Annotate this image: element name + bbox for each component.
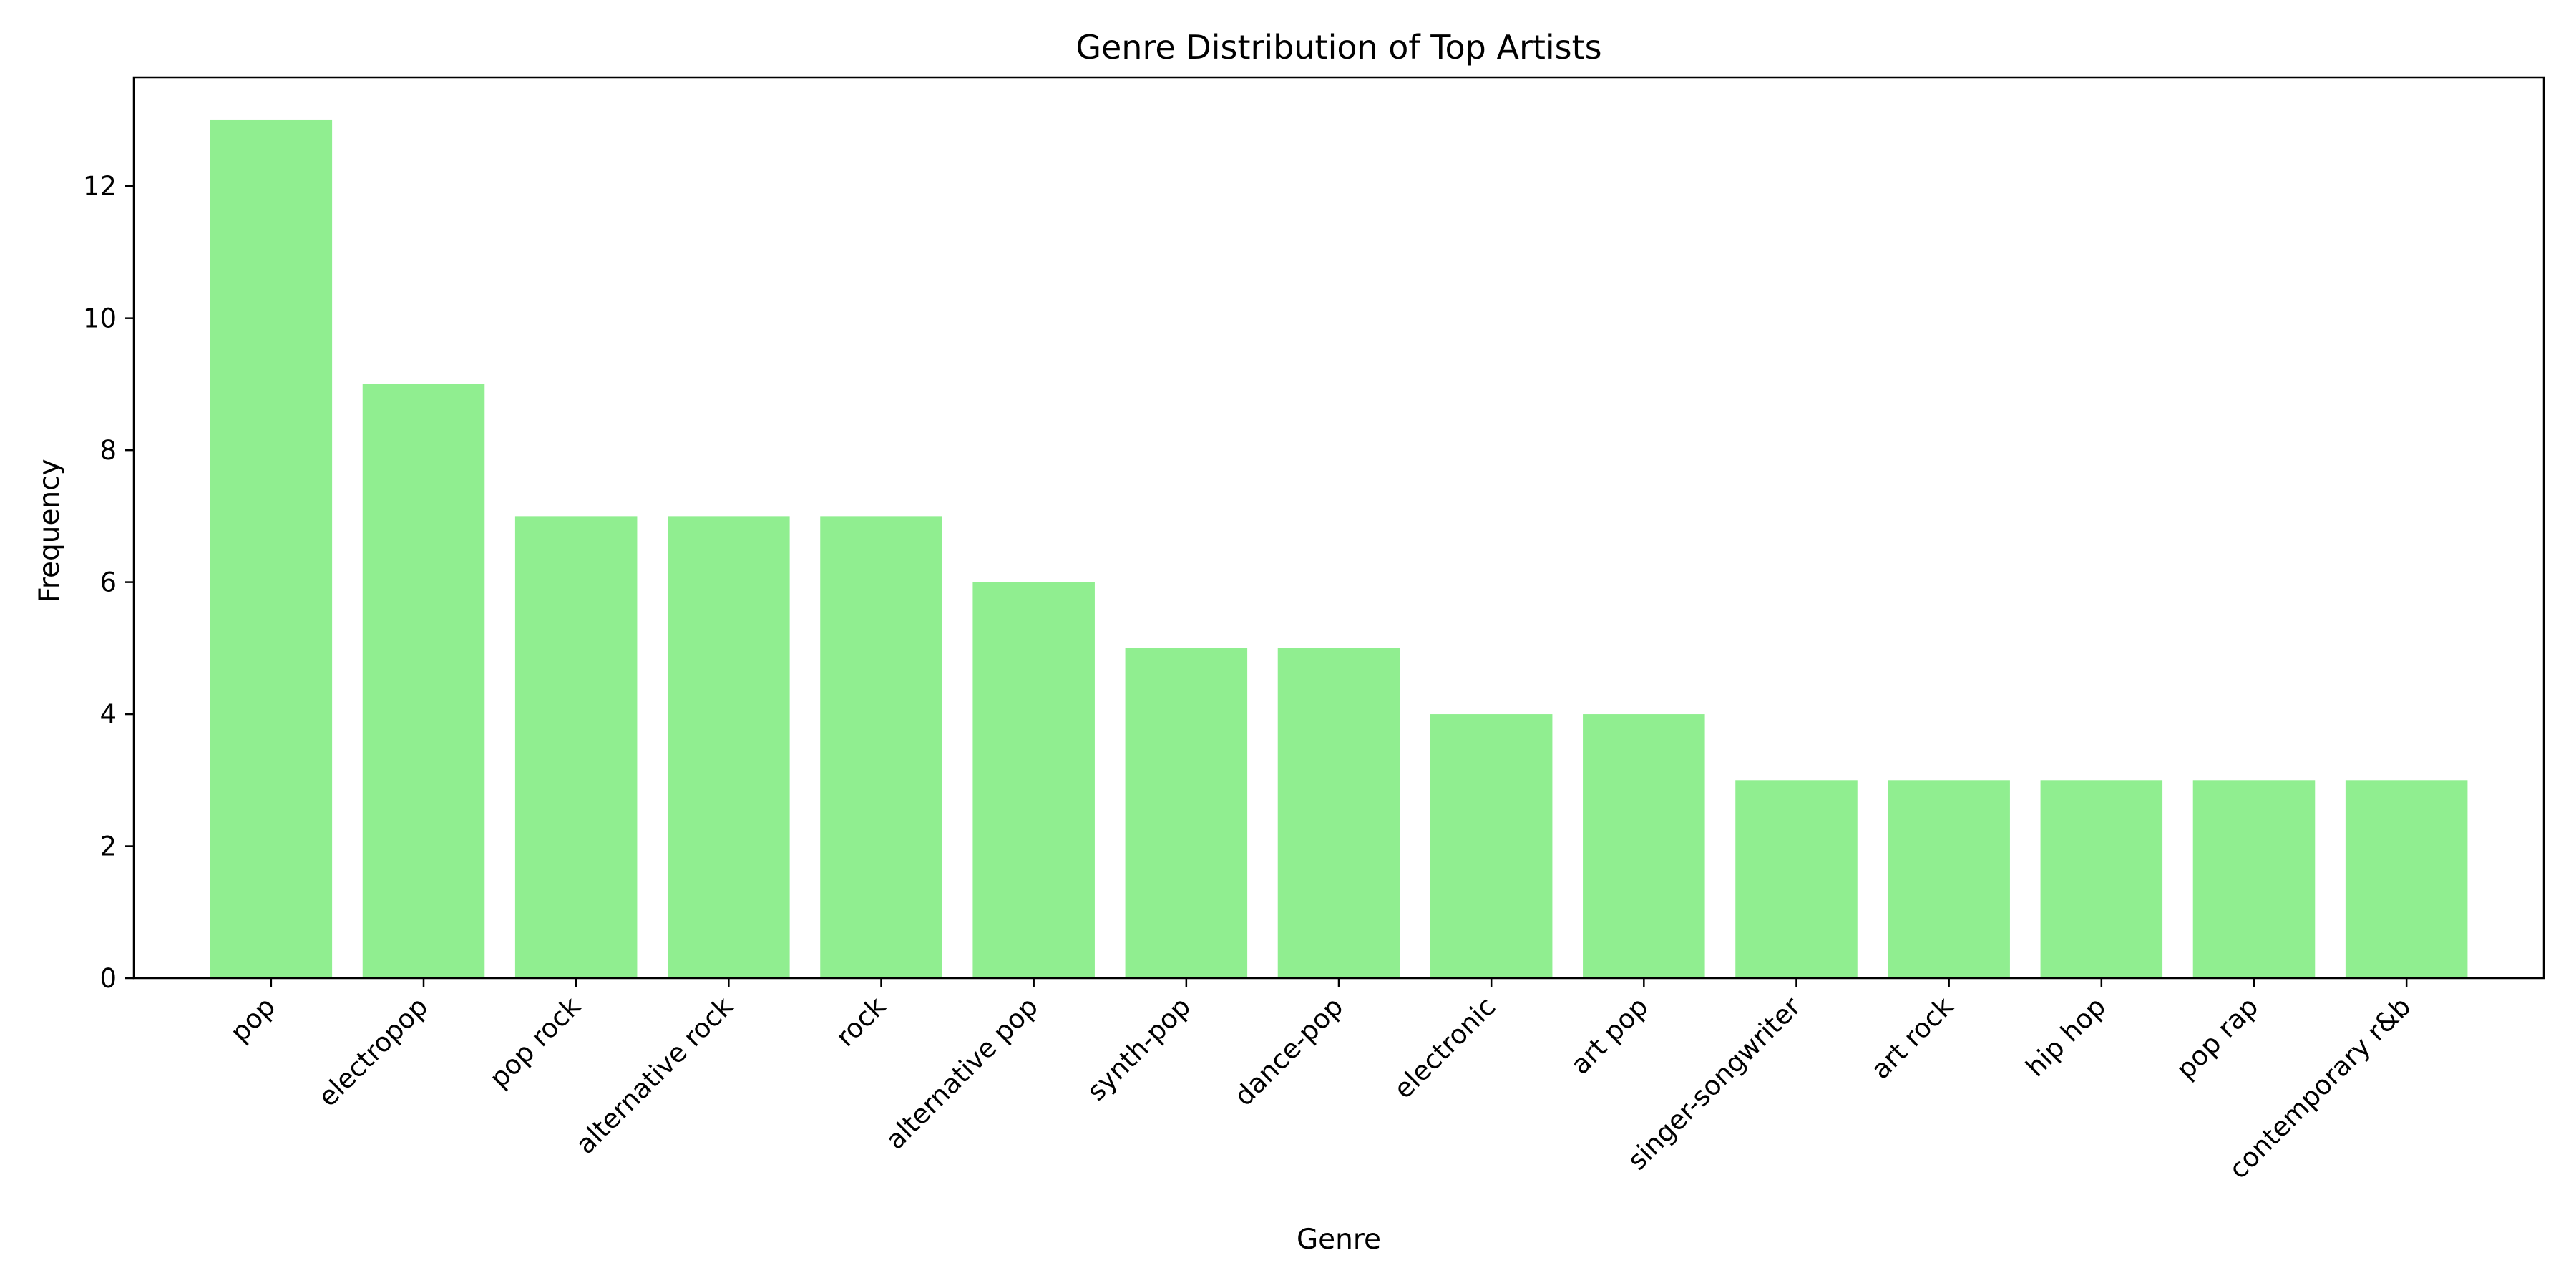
y-tick-label: 8 [99,435,117,466]
y-tick-label: 0 [99,963,117,994]
x-tick-label: electronic [1388,991,1502,1105]
bar-electronic [1430,714,1553,978]
chart-title: Genre Distribution of Top Artists [1075,28,1601,67]
bar-hip-hop [2040,780,2163,978]
x-axis-label: Genre [1297,1224,1381,1256]
bar-alternative-pop [972,582,1095,978]
bar-rock [820,516,942,978]
x-tick-label: pop [225,991,282,1048]
x-tick-label: synth-pop [1081,991,1197,1107]
x-tick-label: art pop [1565,991,1654,1080]
bar-contemporary-r-b [2345,780,2468,978]
bar-singer-songwriter [1735,780,1858,978]
x-tick-label: alternative pop [879,991,1044,1156]
x-tick-label: alternative rock [570,991,740,1161]
bar-dance-pop [1277,648,1400,978]
y-tick-label: 2 [99,831,117,862]
bar-alternative-rock [668,516,790,978]
x-tick-label: dance-pop [1229,991,1350,1112]
bar-art-pop [1583,714,1705,978]
x-tick-label: electropop [312,991,434,1113]
x-tick-label: pop rap [2170,991,2264,1085]
bar-electropop [362,384,485,978]
x-tick-label: pop rock [484,991,587,1094]
y-tick-label: 4 [99,699,117,730]
bar-pop-rap [2192,780,2316,978]
y-tick-label: 10 [83,303,117,334]
bar-pop-rock [514,516,638,978]
x-tick-label: art rock [1865,991,1960,1085]
bar-synth-pop [1125,648,1248,978]
bars-layer [210,119,2468,979]
x-tick-label: rock [830,991,892,1053]
y-tick-label: 6 [99,567,117,598]
bar-art-rock [1888,780,2010,978]
x-tick-label: hip hop [2020,991,2112,1083]
x-tick-label: singer-songwriter [1621,990,1807,1176]
y-axis-label: Frequency [34,459,66,602]
y-tick-label: 12 [83,171,117,202]
bar-pop [210,119,333,979]
